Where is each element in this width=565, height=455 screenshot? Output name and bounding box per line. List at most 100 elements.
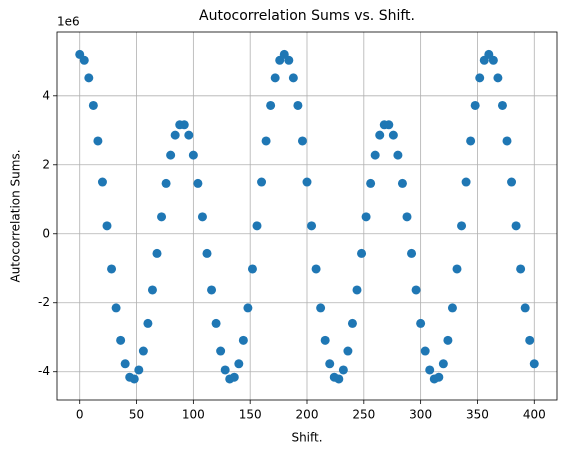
point — [502, 136, 512, 146]
point — [366, 178, 376, 188]
chart-title: Autocorrelation Sums vs. Shift. — [199, 8, 415, 24]
point — [84, 73, 94, 83]
point — [361, 212, 371, 222]
x-tick-label: 350 — [466, 408, 489, 422]
point — [466, 136, 476, 146]
point — [434, 372, 444, 382]
point — [193, 178, 203, 188]
point — [120, 359, 130, 369]
point — [211, 318, 221, 328]
point — [129, 374, 139, 384]
x-tick-label: 250 — [352, 408, 375, 422]
point — [475, 73, 485, 83]
point — [116, 335, 126, 345]
point — [411, 285, 421, 295]
point — [347, 318, 357, 328]
point — [320, 335, 330, 345]
point — [243, 303, 253, 313]
point — [425, 365, 435, 375]
point — [147, 285, 157, 295]
point — [202, 248, 212, 258]
x-tick-label: 0 — [76, 408, 84, 422]
point — [161, 178, 171, 188]
point — [152, 248, 162, 258]
y-tick-label: 0 — [42, 226, 50, 240]
point — [134, 365, 144, 375]
point — [79, 55, 89, 65]
x-tick-label: 50 — [129, 408, 144, 422]
point — [143, 318, 153, 328]
point — [293, 100, 303, 110]
y-tick-label: -2 — [38, 295, 50, 309]
point — [384, 120, 394, 130]
x-tick-label: 150 — [239, 408, 262, 422]
y-tick-label: -4 — [38, 364, 50, 378]
point — [234, 359, 244, 369]
point — [497, 100, 507, 110]
point — [407, 248, 417, 258]
point — [338, 365, 348, 375]
point — [107, 264, 117, 274]
point — [375, 130, 385, 140]
point — [370, 150, 380, 160]
point — [157, 212, 167, 222]
point — [207, 285, 217, 295]
x-tick-label: 200 — [296, 408, 319, 422]
point — [334, 374, 344, 384]
point — [402, 212, 412, 222]
point — [507, 177, 517, 187]
point — [97, 177, 107, 187]
point — [470, 100, 480, 110]
point — [102, 221, 112, 231]
point — [529, 359, 539, 369]
point — [220, 365, 230, 375]
y-tick-label: 4 — [42, 88, 50, 102]
x-tick-label: 100 — [182, 408, 205, 422]
point — [388, 130, 398, 140]
point — [184, 130, 194, 140]
point — [170, 130, 180, 140]
point — [325, 359, 335, 369]
point — [438, 359, 448, 369]
plot-frame — [56, 31, 558, 401]
point — [461, 177, 471, 187]
point — [393, 150, 403, 160]
point — [288, 73, 298, 83]
point — [447, 303, 457, 313]
point — [252, 221, 262, 231]
x-tick-label: 300 — [409, 408, 432, 422]
point — [111, 303, 121, 313]
point — [357, 248, 367, 258]
point — [488, 55, 498, 65]
point — [257, 177, 267, 187]
y-tick-label: 2 — [42, 157, 50, 171]
point — [443, 335, 453, 345]
point — [416, 318, 426, 328]
point — [229, 372, 239, 382]
point — [520, 303, 530, 313]
y-axis-label: Autocorrelation Sums. — [9, 149, 23, 282]
point — [420, 346, 430, 356]
point — [247, 264, 257, 274]
point — [493, 73, 503, 83]
point — [238, 335, 248, 345]
point — [316, 303, 326, 313]
point — [511, 221, 521, 231]
x-axis-label: Shift. — [291, 431, 322, 445]
point — [93, 136, 103, 146]
point — [166, 150, 176, 160]
point — [343, 346, 353, 356]
point — [302, 177, 312, 187]
point — [397, 178, 407, 188]
point — [284, 55, 294, 65]
point — [525, 335, 535, 345]
point — [270, 73, 280, 83]
point — [311, 264, 321, 274]
x-tick-label: 400 — [523, 408, 546, 422]
point — [261, 136, 271, 146]
point — [297, 136, 307, 146]
point — [457, 221, 467, 231]
point — [452, 264, 462, 274]
point — [138, 346, 148, 356]
